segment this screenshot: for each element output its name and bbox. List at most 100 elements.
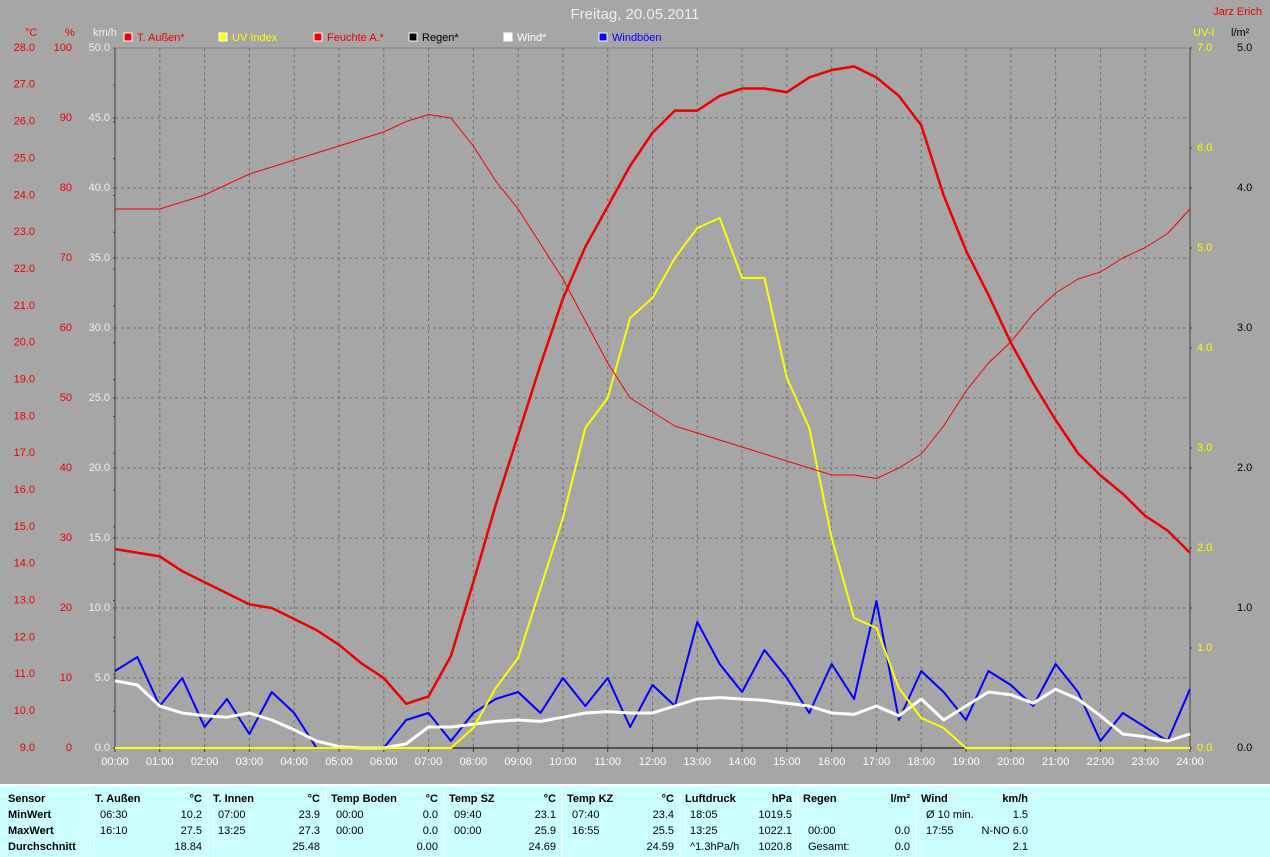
column-unit: hPa [772,793,793,805]
y-tick-label: 12.0 [14,631,35,643]
y-tick-label: 0 [66,742,72,754]
y-tick-label: 5.0 [1237,42,1252,54]
legend-label: T. Außen* [137,32,185,44]
table-cell: 1019.5 [758,809,792,821]
y-tick-label: 3.0 [1197,442,1212,454]
x-tick-label: 02:00 [191,756,219,768]
table-cell: 25.48 [292,841,320,853]
table-cell: 25.5 [653,825,674,837]
table-cell: 0.0 [895,841,910,853]
axis-unit-label: °C [25,27,37,39]
table-cell: 06:30 [100,809,128,821]
y-tick-label: 0.0 [1237,742,1252,754]
table-cell: 0.0 [423,825,438,837]
y-tick-label: 24.0 [14,189,35,201]
column-unit: l/m² [890,793,910,805]
column-header: Temp KZ [567,793,614,805]
axis-unit-label: km/h [93,27,117,39]
table-cell: 24.69 [528,841,556,853]
column-unit: °C [544,793,556,805]
y-tick-label: 21.0 [14,300,35,312]
y-tick-label: 25.0 [14,152,35,164]
y-tick-label: 7.0 [1197,42,1212,54]
table-cell: 16:10 [100,825,128,837]
y-tick-label: 30.0 [89,322,110,334]
table-cell: 23.9 [299,809,320,821]
table-cell: Ø 10 min. [926,809,974,821]
legend-swatch [408,32,418,42]
author: Jarz Erich [1213,6,1262,18]
table-cell: 1.5 [1013,809,1028,821]
y-tick-label: 25.0 [89,392,110,404]
y-tick-label: 40 [60,462,72,474]
series-line [114,65,1191,706]
y-tick-label: 17.0 [14,447,35,459]
y-tick-label: 10.0 [89,602,110,614]
x-tick-label: 19:00 [952,756,980,768]
table-cell: N-NO 6.0 [982,825,1028,837]
table-cell: 1022.1 [758,825,792,837]
column-header: Wind [921,793,948,805]
y-tick-label: 27.0 [14,79,35,91]
row-label: Sensor [8,793,46,805]
table-cell: 0.0 [895,825,910,837]
table-cell: 07:40 [572,809,600,821]
x-tick-label: 14:00 [728,756,756,768]
y-tick-label: 1.0 [1197,642,1212,654]
table-cell: 09:40 [454,809,482,821]
table-cell: 24.59 [646,841,674,853]
y-tick-label: 23.0 [14,226,35,238]
y-tick-label: 22.0 [14,263,35,275]
column-header: T. Außen [95,793,141,805]
table-cell: 18:05 [690,809,718,821]
x-tick-label: 17:00 [863,756,891,768]
axis-unit-label: % [65,27,75,39]
y-tick-label: 30 [60,532,72,544]
axis-unit-label: UV-I [1193,27,1214,39]
table-cell: 10.2 [181,809,202,821]
column-unit: °C [190,793,202,805]
table-cell: 18.84 [174,841,202,853]
column-header: Luftdruck [685,793,737,805]
y-tick-label: 60 [60,322,72,334]
series-line [114,679,1191,750]
table-cell: 23.4 [653,809,674,821]
y-tick-label: 20.0 [14,337,35,349]
y-tick-label: 28.0 [14,42,35,54]
y-tick-label: 18.0 [14,410,35,422]
y-tick-label: 4.0 [1237,182,1252,194]
table-cell: 00:00 [808,825,836,837]
x-tick-label: 00:00 [101,756,129,768]
table-cell: 27.5 [181,825,202,837]
y-tick-label: 70 [60,252,72,264]
legend-label: UV Index [232,32,278,44]
x-tick-label: 04:00 [280,756,308,768]
table-cell: 25.9 [535,825,556,837]
summary-table-background [0,785,1270,857]
table-cell: 00:00 [336,809,364,821]
x-tick-label: 16:00 [818,756,846,768]
y-tick-label: 0.0 [1197,742,1212,754]
x-tick-label: 18:00 [907,756,935,768]
table-cell: 16:55 [572,825,600,837]
x-tick-label: 08:00 [460,756,488,768]
y-tick-label: 26.0 [14,116,35,128]
y-tick-label: 10.0 [14,705,35,717]
legend-label: Windböen [612,32,662,44]
y-tick-label: 11.0 [14,668,35,680]
y-tick-label: 35.0 [89,252,110,264]
legend-swatch [218,32,228,42]
x-tick-label: 09:00 [504,756,532,768]
x-tick-label: 24:00 [1176,756,1204,768]
y-tick-label: 10 [60,672,72,684]
row-label: Durchschnitt [8,841,76,853]
y-tick-label: 90 [60,112,72,124]
y-tick-label: 2.0 [1197,542,1212,554]
y-tick-label: 15.0 [14,521,35,533]
column-header: Temp SZ [449,793,495,805]
y-tick-label: 3.0 [1237,322,1252,334]
column-header: Regen [803,793,837,805]
table-cell: ^1.3hPa/h [690,841,739,853]
y-tick-label: 9.0 [20,742,35,754]
